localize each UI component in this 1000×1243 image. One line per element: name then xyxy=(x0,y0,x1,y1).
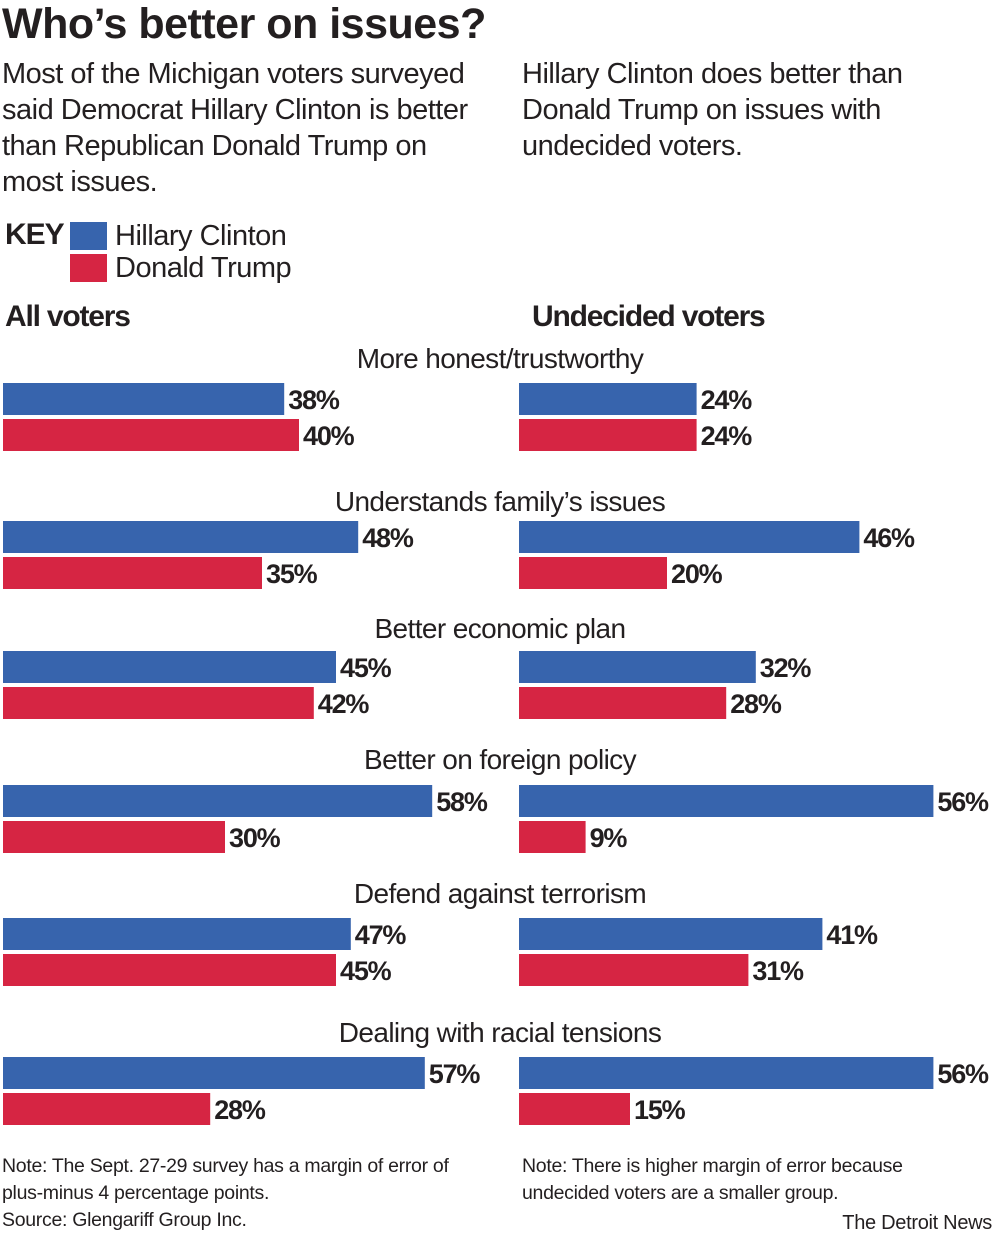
bar-undecided-voters-donald-trump xyxy=(519,687,727,719)
bar-all-voters-donald-trump xyxy=(3,557,262,589)
category-label: More honest/trustworthy xyxy=(357,343,644,374)
bar-undecided-voters-hillary-clinton xyxy=(519,651,756,683)
bar-all-voters-hillary-clinton xyxy=(3,785,433,817)
bar-undecided-voters-hillary-clinton xyxy=(519,383,697,415)
value-label-undecided-voters-donald-trump: 20% xyxy=(671,559,723,589)
intro-all-voters: Most of the Michigan voters surveyed sai… xyxy=(2,58,468,198)
value-label-all-voters-donald-trump: 35% xyxy=(266,559,318,589)
value-label-undecided-voters-donald-trump: 9% xyxy=(590,823,628,853)
bar-undecided-voters-donald-trump xyxy=(519,1093,630,1125)
bar-all-voters-donald-trump xyxy=(3,1093,211,1125)
value-label-all-voters-hillary-clinton: 45% xyxy=(340,653,392,683)
panel-title-undecided-voters: Undecided voters xyxy=(532,300,766,333)
margin-of-error-note: Note: The Sept. 27-29 survey has a margi… xyxy=(2,1155,449,1204)
value-label-all-voters-hillary-clinton: 57% xyxy=(429,1059,481,1089)
value-label-all-voters-donald-trump: 42% xyxy=(318,689,370,719)
value-label-undecided-voters-donald-trump: 31% xyxy=(752,956,804,986)
value-label-undecided-voters-hillary-clinton: 32% xyxy=(760,653,812,683)
category-label: Better economic plan xyxy=(374,613,625,644)
bar-all-voters-donald-trump xyxy=(3,419,299,451)
value-label-undecided-voters-hillary-clinton: 46% xyxy=(863,523,915,553)
bar-all-voters-hillary-clinton xyxy=(3,383,285,415)
bar-undecided-voters-donald-trump xyxy=(519,821,586,853)
value-label-undecided-voters-hillary-clinton: 41% xyxy=(826,920,878,950)
value-label-all-voters-donald-trump: 40% xyxy=(303,421,355,451)
value-label-undecided-voters-hillary-clinton: 24% xyxy=(701,385,753,415)
value-label-all-voters-donald-trump: 45% xyxy=(340,956,392,986)
value-label-undecided-voters-donald-trump: 15% xyxy=(634,1095,686,1125)
publisher-credit: The Detroit News xyxy=(842,1212,992,1234)
panel-title-all-voters: All voters xyxy=(5,300,131,333)
legend-swatch-clinton xyxy=(70,222,107,250)
key-label: KEY xyxy=(5,218,65,251)
source-note: Source: Glengariff Group Inc. xyxy=(2,1209,247,1231)
value-label-all-voters-donald-trump: 30% xyxy=(229,823,281,853)
notes-left: Note: The Sept. 27-29 survey has a margi… xyxy=(2,1153,472,1234)
bar-undecided-voters-hillary-clinton xyxy=(519,521,860,553)
legend-swatch-trump xyxy=(70,254,107,282)
notes-right: Note: There is higher margin of error be… xyxy=(522,1153,972,1207)
legend-item-trump: Donald Trump xyxy=(70,251,292,284)
bar-all-voters-hillary-clinton xyxy=(3,918,351,950)
bar-all-voters-donald-trump xyxy=(3,821,225,853)
bar-undecided-voters-donald-trump xyxy=(519,954,749,986)
value-label-undecided-voters-hillary-clinton: 56% xyxy=(937,787,989,817)
value-label-all-voters-hillary-clinton: 47% xyxy=(355,920,407,950)
legend-item-clinton: Hillary Clinton xyxy=(70,219,287,252)
undecided-margin-note: Note: There is higher margin of error be… xyxy=(522,1155,903,1204)
value-label-all-voters-hillary-clinton: 38% xyxy=(288,385,340,415)
bar-undecided-voters-donald-trump xyxy=(519,419,697,451)
value-label-all-voters-hillary-clinton: 48% xyxy=(362,523,414,553)
bar-all-voters-hillary-clinton xyxy=(3,521,359,553)
category-label: Better on foreign policy xyxy=(364,744,637,775)
category-label: Understands family’s issues xyxy=(335,486,665,517)
bar-undecided-voters-donald-trump xyxy=(519,557,667,589)
legend-label-trump: Donald Trump xyxy=(115,251,292,284)
bar-undecided-voters-hillary-clinton xyxy=(519,918,823,950)
value-label-undecided-voters-hillary-clinton: 56% xyxy=(937,1059,989,1089)
bar-all-voters-donald-trump xyxy=(3,687,314,719)
value-label-undecided-voters-donald-trump: 24% xyxy=(701,421,753,451)
legend-label-clinton: Hillary Clinton xyxy=(115,219,287,252)
bar-undecided-voters-hillary-clinton xyxy=(519,1057,934,1089)
bar-all-voters-hillary-clinton xyxy=(3,651,336,683)
value-label-undecided-voters-donald-trump: 28% xyxy=(730,689,782,719)
value-label-all-voters-donald-trump: 28% xyxy=(214,1095,266,1125)
chart-title: Who’s better on issues? xyxy=(2,0,486,48)
value-label-all-voters-hillary-clinton: 58% xyxy=(436,787,488,817)
bar-all-voters-hillary-clinton xyxy=(3,1057,425,1089)
bar-all-voters-donald-trump xyxy=(3,954,336,986)
bar-undecided-voters-hillary-clinton xyxy=(519,785,934,817)
category-label: Defend against terrorism xyxy=(354,878,646,909)
intro-undecided-voters: Hillary Clinton does better than Donald … xyxy=(522,58,903,162)
category-label: Dealing with racial tensions xyxy=(339,1017,661,1048)
